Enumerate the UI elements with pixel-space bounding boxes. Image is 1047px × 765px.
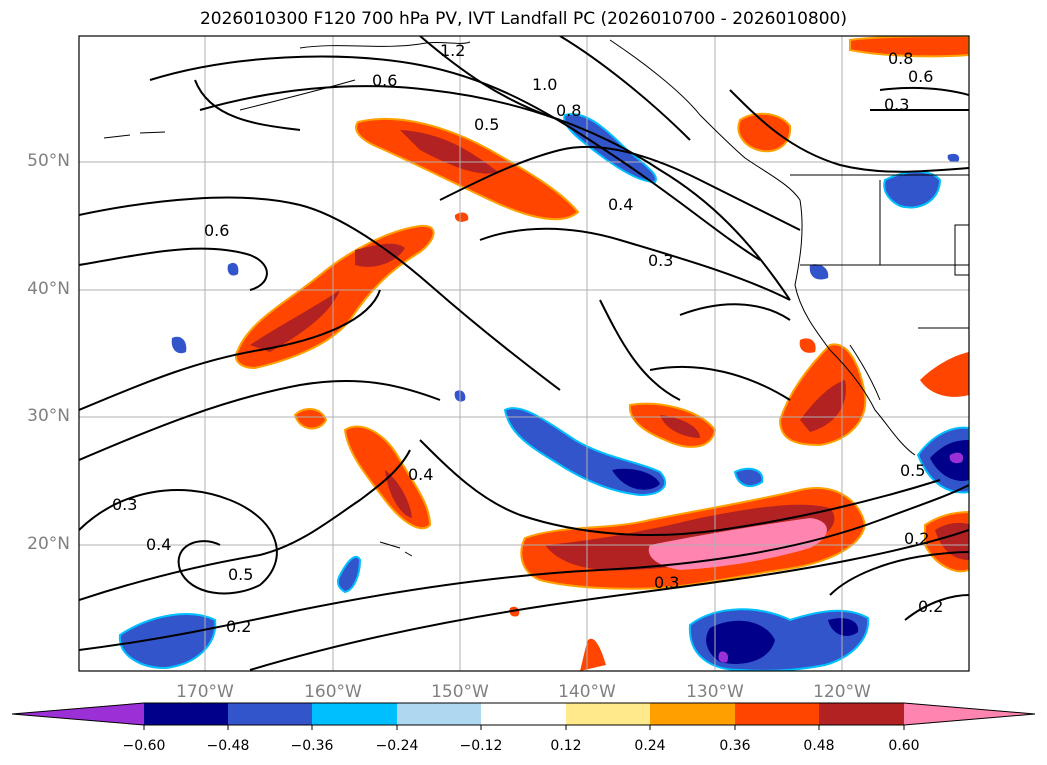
colorbar-segment [312,703,397,725]
contour-label: 0.4 [608,195,633,214]
colorbar-segment [481,703,566,725]
lon-label: 140°W [558,682,616,702]
colorbar-segment [228,703,312,725]
contour-label: 0.4 [146,535,171,554]
lat-label: 50°N [27,151,70,171]
lon-label: 130°W [686,682,744,702]
colorbar-segment [735,703,819,725]
contour-label-group: 1.2 0.6 1.0 0.5 0.8 0.8 0.6 0.3 0.4 0.6 … [112,41,943,636]
contour-label: 0.5 [474,115,499,134]
lat-label: 40°N [27,279,70,299]
colorbar-tick-label: −0.48 [206,738,250,754]
contour-label: 0.3 [654,573,679,592]
contour-label: 0.2 [918,597,943,616]
colorbar-tick-label: 0.12 [550,738,582,754]
colorbar-tick-label: 0.48 [803,738,835,754]
contour-label: 0.3 [884,95,909,114]
lon-label: 120°W [813,682,871,702]
map-frame [78,35,970,672]
lat-label: 30°N [27,406,70,426]
contour-label: 0.8 [888,49,913,68]
anomaly-shading [118,36,969,671]
contour-label: 0.2 [226,617,251,636]
colorbar-tick-label: −0.60 [122,738,166,754]
contour-label: 0.3 [648,251,673,270]
colorbar-segment [397,703,481,725]
contour-label: 0.4 [408,465,433,484]
colorbar-tick-label: 0.36 [719,738,751,754]
colorbar-extend-high [904,703,1035,725]
contour-label: 0.6 [908,67,933,86]
contour-label: 0.8 [556,101,581,120]
contour-label: 0.6 [204,221,229,240]
contour-label: 0.5 [900,461,925,480]
contour-label: 0.2 [904,529,929,548]
colorbar-segment [650,703,735,725]
colorbar-tick-label: −0.12 [459,738,503,754]
pv-contours [79,36,969,671]
contour-label: 1.2 [440,41,465,60]
colorbar-tick-label: −0.36 [290,738,334,754]
contour-label: 0.3 [112,495,137,514]
lon-label: 150°W [431,682,489,702]
colorbar-tick-label: −0.24 [375,738,419,754]
contour-label: 0.5 [228,565,253,584]
lon-label: 160°W [304,682,362,702]
colorbar-segment [144,703,228,725]
contour-label: 1.0 [532,75,557,94]
map-title: 2026010300 F120 700 hPa PV, IVT Landfall… [199,9,847,29]
colorbar-tick-label: 0.24 [634,738,666,754]
lon-label: 170°W [176,682,234,702]
colorbar-segment [566,703,650,725]
colorbar-extend-low [12,703,144,725]
contour-label: 0.6 [372,71,397,90]
colorbar [11,702,1036,730]
coastlines [103,39,969,557]
lat-label: 20°N [27,534,70,554]
colorbar-tick-label: 0.60 [888,738,920,754]
colorbar-segment [819,703,904,725]
